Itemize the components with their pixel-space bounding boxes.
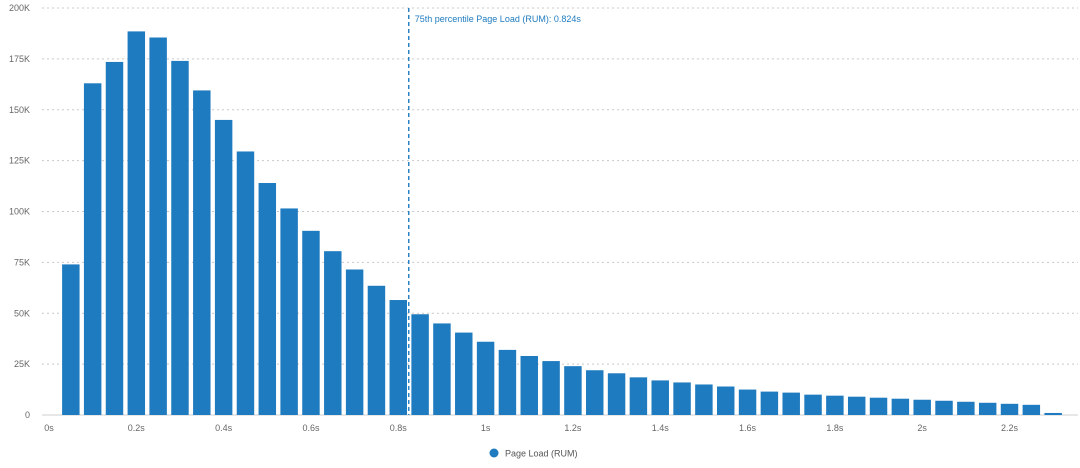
y-tick-label: 175K: [9, 54, 30, 64]
y-tick-label: 0: [25, 410, 30, 420]
histogram-bar[interactable]: [236, 151, 255, 415]
histogram-bar[interactable]: [629, 377, 648, 415]
x-tick-label: 0s: [44, 423, 54, 433]
histogram-bar[interactable]: [193, 90, 211, 415]
y-tick-label: 75K: [14, 257, 30, 267]
histogram-bar[interactable]: [1022, 404, 1041, 415]
histogram-bar[interactable]: [258, 183, 277, 415]
y-axis: 0 25K 50K 75K 100K 125K 150K 175K 200K: [9, 3, 30, 420]
histogram-bar[interactable]: [651, 380, 669, 415]
histogram-bar[interactable]: [367, 285, 386, 415]
x-axis: 0s 0.2s 0.4s 0.6s 0.8s 1s 1.2s 1.4s 1.6s 1.8s 2s 2.…: [44, 423, 1018, 433]
legend[interactable]: Page Load (RUM): [489, 448, 578, 459]
histogram-bar[interactable]: [498, 349, 517, 415]
legend-dot-icon: [489, 448, 499, 458]
x-tick-label: 1.8s: [826, 423, 844, 433]
x-tick-label: 2.2s: [1001, 423, 1019, 433]
legend-label: Page Load (RUM): [505, 449, 578, 459]
x-tick-label: 1.6s: [739, 423, 757, 433]
x-tick-label: 0.4s: [215, 423, 233, 433]
histogram-bar[interactable]: [826, 395, 844, 415]
x-tick-label: 1.4s: [652, 423, 670, 433]
percentile-annotation-label: 75th percentile Page Load (RUM): 0.824s: [415, 14, 582, 24]
histogram-bar[interactable]: [673, 382, 691, 415]
histogram-bar[interactable]: [214, 119, 233, 416]
bars: [62, 31, 1062, 416]
histogram-bar[interactable]: [760, 391, 779, 415]
histogram-bar[interactable]: [978, 402, 997, 415]
histogram-bar[interactable]: [83, 83, 102, 416]
histogram-bar[interactable]: [957, 401, 975, 415]
histogram-bar[interactable]: [607, 373, 626, 415]
histogram-bar[interactable]: [542, 361, 560, 415]
x-tick-label: 1s: [481, 423, 491, 433]
x-tick-label: 0.6s: [302, 423, 320, 433]
histogram-bar[interactable]: [782, 392, 800, 415]
histogram-bar[interactable]: [345, 269, 364, 415]
y-tick-label: 150K: [9, 105, 30, 115]
histogram-bar[interactable]: [433, 323, 451, 415]
x-tick-label: 2s: [917, 423, 927, 433]
histogram-bar[interactable]: [869, 397, 888, 415]
histogram-bar[interactable]: [62, 264, 80, 415]
histogram-bar[interactable]: [105, 61, 124, 416]
histogram-bar[interactable]: [1000, 403, 1019, 415]
histogram-bar[interactable]: [1044, 412, 1062, 415]
x-tick-label: 0.2s: [128, 423, 146, 433]
histogram-bar[interactable]: [280, 208, 298, 415]
x-tick-label: 0.8s: [390, 423, 408, 433]
histogram-bar[interactable]: [564, 366, 582, 415]
y-tick-label: 25K: [14, 359, 30, 369]
histogram-bar[interactable]: [913, 399, 931, 415]
histogram-bar[interactable]: [891, 398, 910, 415]
histogram-bar[interactable]: [302, 230, 320, 415]
histogram-bar[interactable]: [738, 389, 757, 415]
histogram-bar[interactable]: [127, 31, 146, 416]
histogram-bar[interactable]: [695, 384, 713, 415]
y-tick-label: 125K: [9, 156, 30, 166]
y-tick-label: 50K: [14, 308, 30, 318]
histogram-bar[interactable]: [324, 251, 342, 415]
histogram-bar[interactable]: [804, 394, 822, 415]
histogram-bar[interactable]: [847, 396, 866, 415]
histogram-bar[interactable]: [149, 37, 167, 415]
histogram-bar[interactable]: [520, 355, 538, 415]
y-tick-label: 200K: [9, 3, 30, 13]
histogram-bar[interactable]: [716, 386, 735, 415]
x-tick-label: 1.2s: [564, 423, 582, 433]
histogram-bar[interactable]: [389, 300, 408, 415]
histogram-bar[interactable]: [171, 60, 189, 415]
histogram-bar[interactable]: [586, 370, 604, 415]
percentile-annotation: 75th percentile Page Load (RUM): 0.824s: [408, 8, 582, 415]
histogram-bar[interactable]: [935, 400, 953, 415]
histogram-bar[interactable]: [476, 341, 495, 415]
histogram-bar[interactable]: [411, 314, 429, 415]
y-tick-label: 100K: [9, 207, 30, 217]
histogram-bar[interactable]: [455, 332, 473, 415]
